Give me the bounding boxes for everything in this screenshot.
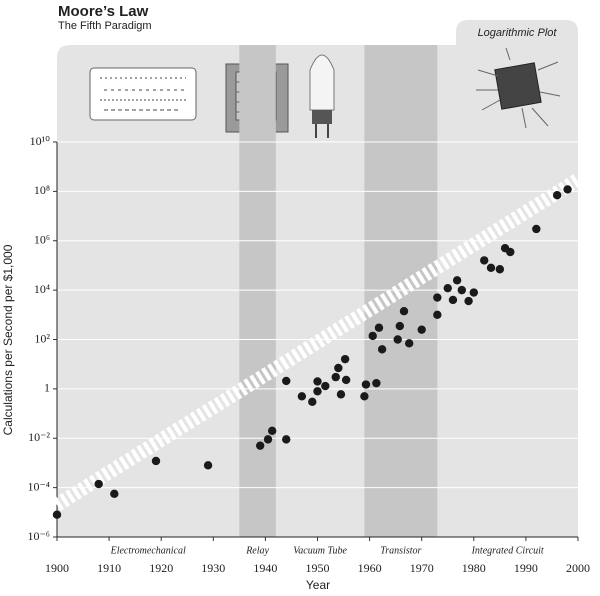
data-point [308, 397, 317, 406]
trend-band [53, 173, 582, 511]
data-point [374, 323, 384, 332]
x-tick-label: 1990 [514, 561, 538, 575]
x-tick-label: 1940 [253, 561, 277, 575]
x-tick-label: 1930 [201, 561, 225, 575]
y-tick-label: 10⁴ [34, 282, 50, 296]
y-axis-label: Calculations per Second per $1,000 [1, 244, 15, 435]
chart-title: Moore’s Law [58, 3, 149, 20]
paradigm-band [364, 45, 438, 537]
paradigm-label: Electromechanical [110, 545, 186, 556]
plot: Electromechanical Relay Vacuum Tube Transis… [27, 45, 590, 575]
data-point [563, 185, 572, 194]
plot-note: Logarithmic Plot [478, 27, 558, 39]
data-point [336, 390, 346, 399]
data-point [417, 325, 426, 334]
data-point [393, 335, 402, 344]
data-point [399, 307, 409, 316]
data-point [552, 190, 562, 200]
x-axis-label: Year [306, 578, 330, 592]
x-tick-label: 1970 [410, 561, 434, 575]
data-point [267, 426, 277, 436]
data-point [334, 363, 343, 373]
data-point [263, 435, 273, 444]
x-tick-label: 1900 [45, 561, 69, 575]
y-tick-label: 10⁶ [34, 233, 50, 247]
x-tick-label: 1950 [306, 561, 330, 575]
data-point [469, 288, 478, 297]
data-point [110, 489, 119, 499]
vacuum-tube-icon [309, 54, 335, 138]
data-point [361, 380, 371, 389]
data-point [94, 479, 103, 489]
data-point [255, 441, 265, 450]
data-point [368, 331, 377, 341]
paradigm-band [239, 45, 276, 537]
data-point [313, 387, 322, 396]
data-point [448, 295, 458, 305]
x-tick-label: 1960 [358, 561, 382, 575]
data-point [532, 224, 541, 234]
data-point [443, 283, 452, 293]
data-point [341, 375, 351, 385]
data-point [321, 381, 330, 391]
data-point [486, 263, 496, 273]
data-point [404, 339, 414, 348]
chip-icon [476, 47, 561, 129]
y-tick-label: 10¹⁰ [30, 134, 51, 148]
paradigm-label: Integrated Circuit [471, 545, 544, 556]
data-point [395, 321, 405, 331]
data-point [433, 293, 442, 302]
data-point [52, 510, 62, 519]
y-tick-label: 10⁻⁴ [27, 479, 50, 493]
data-point [151, 456, 161, 466]
punch-card-icon [89, 67, 197, 121]
data-point [433, 310, 442, 320]
y-tick-label: 10⁸ [34, 183, 50, 197]
y-tick-label: 10⁻² [28, 430, 50, 444]
y-tick-label: 10⁻⁶ [27, 529, 50, 543]
paradigm-label: Relay [245, 545, 269, 556]
data-point [331, 372, 340, 382]
data-point [360, 392, 369, 401]
paradigm-label: Transistor [380, 545, 421, 556]
data-point [457, 285, 467, 295]
x-tick-label: 1910 [97, 561, 121, 575]
data-point [203, 461, 213, 470]
data-point [452, 276, 462, 285]
data-point [377, 345, 387, 354]
data-point [313, 377, 322, 386]
data-point [297, 392, 307, 401]
data-point [495, 265, 505, 274]
data-point [506, 247, 515, 257]
paradigm-label: Vacuum Tube [293, 545, 347, 556]
y-tick-label: 1 [44, 381, 50, 395]
data-point [282, 376, 291, 386]
data-point [372, 378, 381, 388]
data-point [340, 354, 350, 364]
data-point [480, 256, 489, 265]
y-tick-label: 10² [34, 331, 50, 345]
chart-subtitle: The Fifth Paradigm [58, 20, 152, 32]
x-tick-label: 2000 [566, 561, 590, 575]
x-tick-label: 1920 [149, 561, 173, 575]
data-point [464, 296, 473, 306]
data-point [282, 435, 291, 444]
x-tick-label: 1980 [462, 561, 486, 575]
